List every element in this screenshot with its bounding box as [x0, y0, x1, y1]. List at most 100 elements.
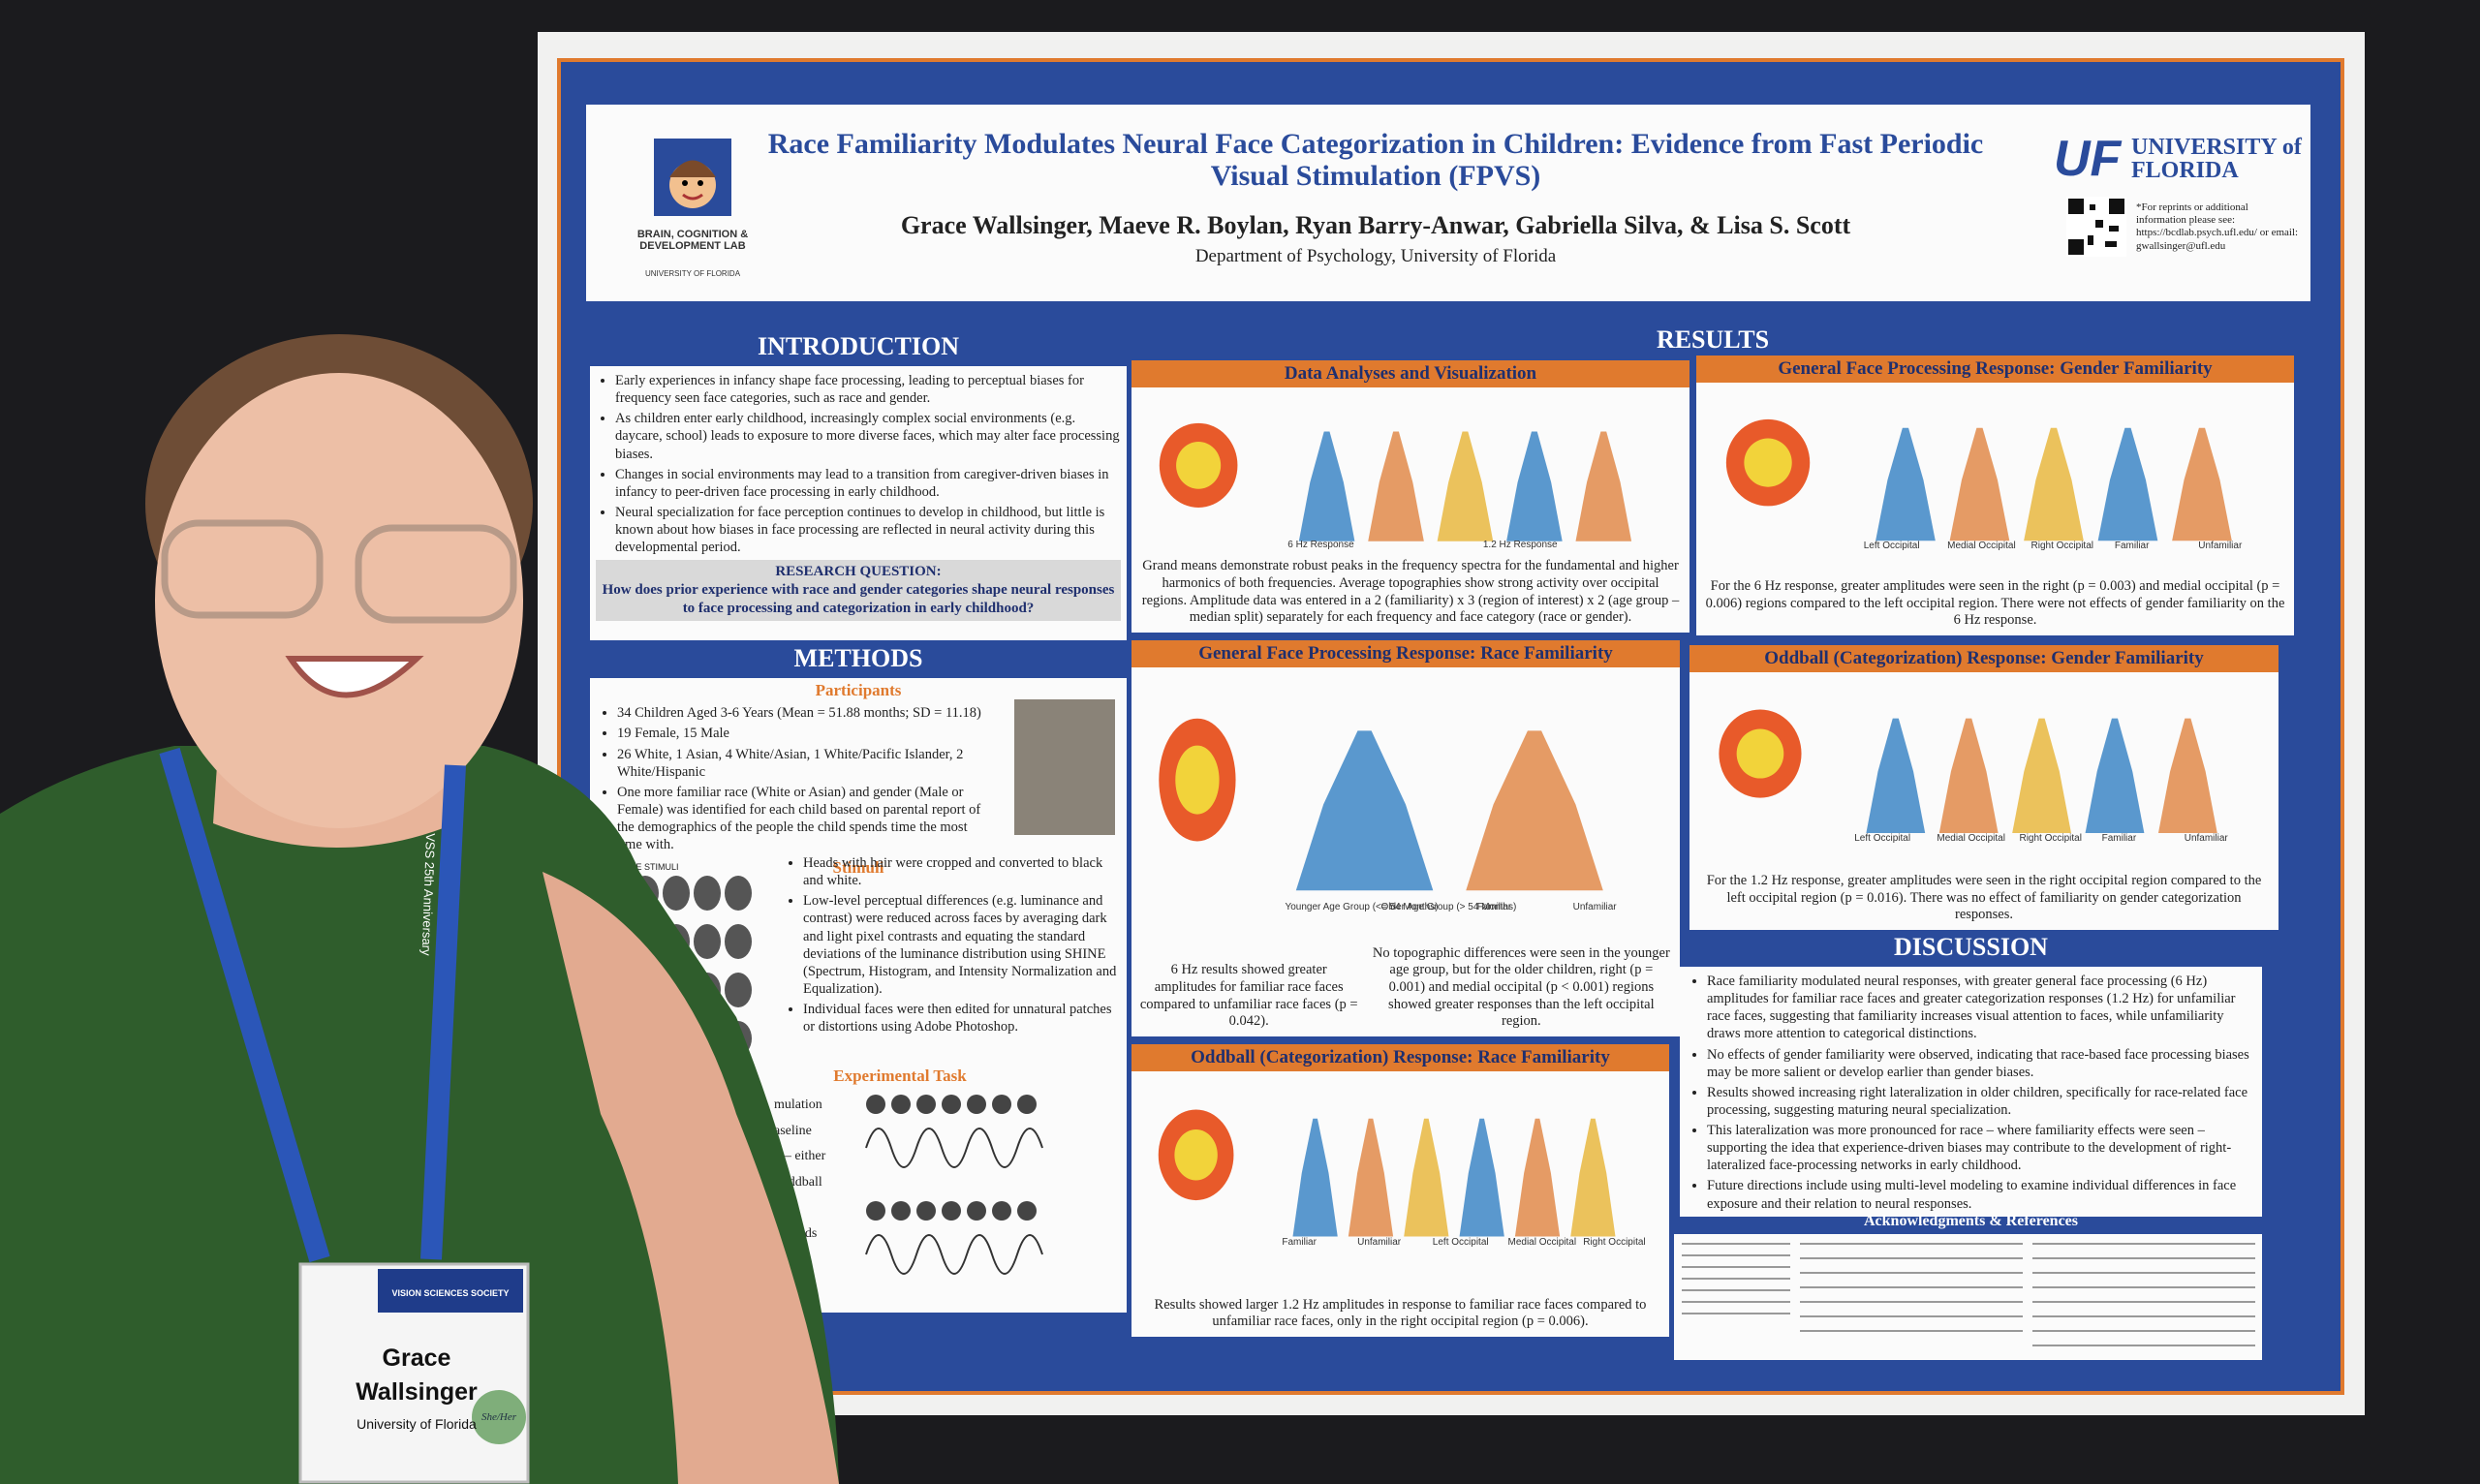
figure-shape — [1295, 730, 1434, 891]
figure-label: Younger Age Group (<= 54 Months) — [1285, 901, 1439, 912]
result-panel: Data Analyses and Visualization 6 Hz Resp… — [1132, 360, 1690, 633]
figure-shape — [1866, 718, 1926, 834]
figure-shape — [2157, 718, 2217, 834]
bullet: 19 Female, 15 Male — [617, 725, 995, 742]
figure-shape — [1292, 1118, 1338, 1237]
figure-label: 1.2 Hz Response — [1482, 540, 1558, 551]
figure-label: Medial Occipital — [1507, 1237, 1577, 1249]
panel-caption: Grand means demonstrate robust peaks in … — [1141, 558, 1680, 626]
lanyard-text: VSS 25th Anniversary — [419, 833, 438, 956]
figure-label: Unfamiliar — [2184, 833, 2228, 845]
arm — [542, 872, 839, 1484]
figure-shape — [1514, 1118, 1561, 1237]
figure-label: Familiar — [1476, 901, 1512, 912]
fragment: aseline — [774, 1123, 812, 1138]
result-panel: Oddball (Categorization) Response: Gende… — [1690, 645, 2278, 930]
figure-label: Right Occipital — [2030, 540, 2093, 551]
glasses-right — [355, 524, 517, 624]
panel-title: Oddball (Categorization) Response: Race … — [1132, 1044, 1669, 1071]
figure-shape — [1175, 745, 1220, 815]
figure-shape — [1575, 431, 1632, 541]
smile — [285, 656, 424, 698]
panel-caption: For the 1.2 Hz response, greater amplitu… — [1706, 872, 2262, 923]
methods-heading: METHODS — [793, 644, 923, 672]
figure-shape — [1404, 1118, 1449, 1237]
bullet: No effects of gender familiarity were ob… — [1707, 1046, 2254, 1081]
figure-shape — [2012, 718, 2071, 834]
ack-panel — [1674, 1234, 2262, 1360]
person: VISION SCIENCES SOCIETY Grace Wallsinger… — [0, 334, 839, 1484]
result-panel: Oddball (Categorization) Response: Race … — [1132, 1044, 1669, 1337]
figure-shape — [2085, 718, 2145, 834]
panel-figure — [1159, 422, 1632, 541]
panel-title: General Face Processing Response: Gender… — [1696, 356, 2294, 383]
fragment: l— either — [774, 1149, 826, 1164]
bullet: Low-level perceptual differences (e.g. l… — [803, 892, 1118, 998]
face-stimuli-label: FACE STIMULI — [619, 862, 679, 872]
panel-figure — [1158, 1109, 1616, 1237]
figure-shape — [1570, 1118, 1616, 1237]
badge-org: VISION SCIENCES SOCIETY — [391, 1288, 509, 1298]
participants-list: 34 Children Aged 3-6 Years (Mean = 51.88… — [598, 704, 995, 853]
uf-name: UNIVERSITY of FLORIDA — [2131, 135, 2302, 183]
figure-label: Familiar — [1282, 1237, 1317, 1249]
figure-shape — [1876, 427, 1936, 541]
bullet: Heads with hair were cropped and convert… — [803, 854, 1118, 889]
discussion-panel: Race familiarity modulated neural respon… — [1680, 967, 2262, 1217]
bullet: Early experiences in infancy shape face … — [615, 372, 1121, 407]
ack-text-lines — [1682, 1243, 2255, 1346]
figure-shape — [1736, 728, 1784, 779]
stimuli-list: Heads with hair were cropped and convert… — [784, 854, 1118, 1038]
qr-code — [2066, 197, 2126, 257]
title-box: BRAIN, COGNITION & DEVELOPMENT LAB UNIVE… — [586, 105, 2310, 301]
task-figure — [865, 1095, 1043, 1275]
figure-shape — [1348, 1118, 1394, 1237]
bullet: This lateralization was more pronounced … — [1707, 1122, 2254, 1174]
panel-title: Oddball (Categorization) Response: Gende… — [1690, 645, 2278, 672]
bullet: Race familiarity modulated neural respon… — [1707, 973, 2254, 1043]
child-photo — [1014, 699, 1115, 835]
authors: Grace Wallsinger, Maeve R. Boylan, Ryan … — [900, 211, 1851, 239]
face — [155, 373, 523, 828]
lab-sub: UNIVERSITY OF FLORIDA — [644, 269, 741, 278]
panel-title: General Face Processing Response: Race F… — [1132, 640, 1680, 667]
rq-heading: RESEARCH QUESTION: — [775, 564, 942, 580]
figure-label: Right Occipital — [2019, 833, 2082, 845]
bullet: Changes in social environments may lead … — [615, 466, 1121, 501]
bullet: 26 White, 1 Asian, 4 White/Asian, 1 Whit… — [617, 746, 995, 781]
bullet: 34 Children Aged 3-6 Years (Mean = 51.88… — [617, 704, 995, 722]
rq: How does prior experience with race and … — [602, 582, 1115, 616]
reprints: *For reprints or additional information … — [2136, 201, 2299, 252]
badge-pronoun: She/Her — [481, 1411, 517, 1423]
figure-label: Medial Occipital — [1947, 540, 2016, 551]
bullet: As children enter early childhood, incre… — [615, 410, 1121, 462]
stimuli-heading: Stimuli — [832, 858, 884, 878]
figure-shape — [1744, 438, 1792, 487]
glasses-left — [161, 519, 324, 619]
figure-label: Unfamiliar — [1357, 1237, 1402, 1249]
bullet: One more familiar race (White or Asian) … — [617, 784, 995, 854]
figure-shape — [2172, 427, 2232, 541]
badge-last: Wallsinger — [356, 1378, 478, 1406]
figure-shape — [2097, 427, 2158, 541]
intro-heading: INTRODUCTION — [757, 332, 960, 360]
panel-figure — [1719, 709, 2217, 834]
panel-caption: No topographic differences were seen in … — [1372, 944, 1670, 1030]
panel-caption: Results showed larger 1.2 Hz amplitudes … — [1154, 1296, 1647, 1330]
figure-shape — [1506, 431, 1563, 541]
result-panel: General Face Processing Response: Gender… — [1696, 356, 2294, 635]
intro-list: Early experiences in infancy shape face … — [596, 372, 1121, 556]
figure-shape — [1459, 1118, 1504, 1237]
fragment: mulation — [774, 1098, 822, 1112]
lab-name: BRAIN, COGNITION & DEVELOPMENT LAB — [636, 229, 749, 252]
result-panel: General Face Processing Response: Race F… — [1132, 640, 1680, 1036]
participants-heading: Participants — [815, 681, 902, 699]
figure-label: Right Occipital — [1583, 1237, 1646, 1249]
figure-label: Unfamiliar — [2198, 540, 2243, 551]
badge-header — [378, 1269, 523, 1313]
bullet: Individual faces were then edited for un… — [803, 1001, 1118, 1036]
intro-panel: Early experiences in infancy shape face … — [590, 366, 1127, 640]
figure-label: Left Occipital — [1863, 540, 1920, 551]
figure-label: Medial Occipital — [1937, 833, 2005, 845]
